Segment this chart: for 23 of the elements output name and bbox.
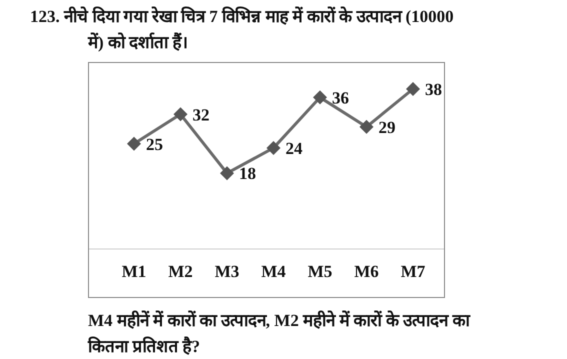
x-tick-label: M4 <box>261 262 286 282</box>
point <box>174 107 188 122</box>
point <box>406 82 420 96</box>
text: M4 महीनें में कारों का उत्पादन, M2 महीने में कारों के उत्पादन का कितना प्रतिशत है? <box>88 310 470 358</box>
point <box>266 140 280 155</box>
x-tick-label: M7 <box>400 262 426 282</box>
point <box>313 90 327 104</box>
data-label: 24 <box>286 138 303 158</box>
x-tick-label: M6 <box>354 262 379 282</box>
data-label: 29 <box>378 118 396 137</box>
data-label: 25 <box>146 134 163 154</box>
x-tick-label: M5 <box>308 262 332 282</box>
x-tick-label: M2 <box>168 262 193 282</box>
point <box>360 120 374 134</box>
data-label: 18 <box>239 164 256 184</box>
chart-title: 123. नीचे दिया गया रेखा चित्र 7 विभिन्न माह में कारों के उत्पादन (10000 में) को दर्शाता हैं। <box>30 6 455 54</box>
x-tick-label: M3 <box>214 262 240 282</box>
data-label: 38 <box>425 80 442 100</box>
point <box>127 136 141 151</box>
data-label: 32 <box>192 105 210 124</box>
point <box>220 166 234 180</box>
data-label: 36 <box>332 88 349 108</box>
x-tick-label: M1 <box>122 262 146 282</box>
